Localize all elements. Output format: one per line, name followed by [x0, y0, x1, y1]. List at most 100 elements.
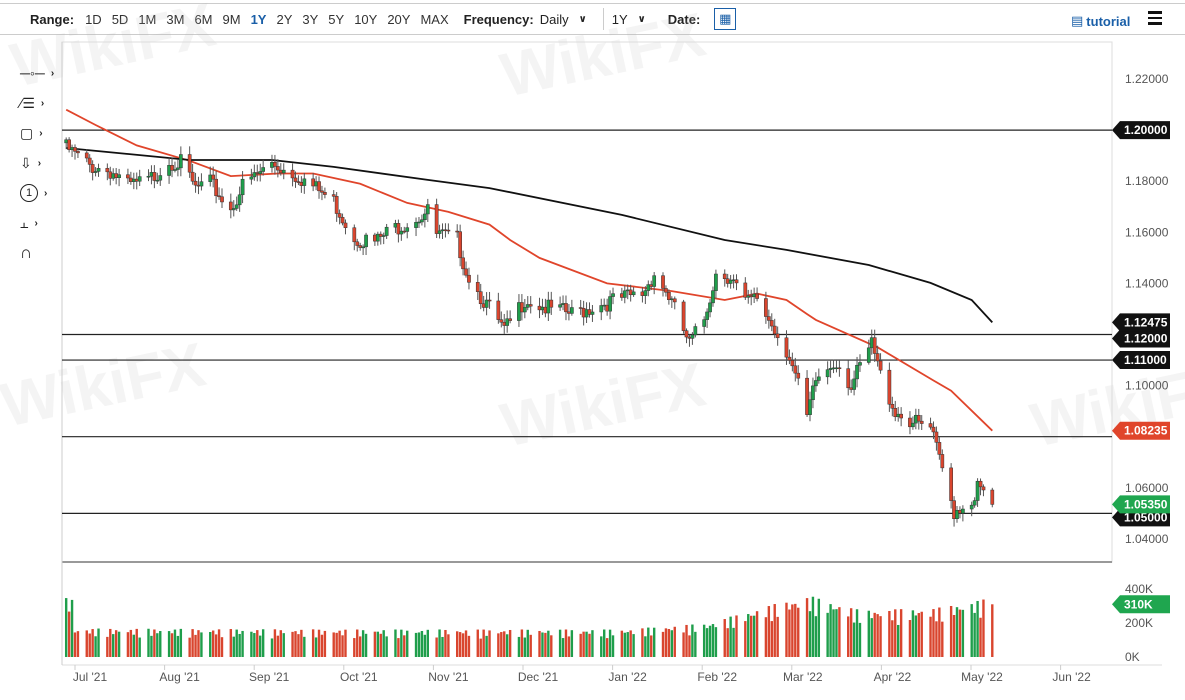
- candle-body: [276, 166, 280, 171]
- candle-body: [352, 227, 357, 243]
- frequency-value: Daily: [539, 11, 569, 27]
- volume-bar: [156, 633, 159, 657]
- candle-body: [702, 319, 707, 327]
- x-tick-label: Jun '22: [1052, 670, 1091, 684]
- range-6m[interactable]: 6M: [194, 11, 213, 27]
- candle-body: [240, 178, 245, 196]
- candle-body: [320, 190, 324, 193]
- candle-body: [87, 157, 92, 165]
- volume-bar: [211, 630, 215, 657]
- range-5y[interactable]: 5Y: [328, 11, 345, 27]
- candle-body: [808, 399, 812, 415]
- volume-bar: [423, 634, 427, 657]
- candle-body: [893, 408, 898, 418]
- volume-bar: [188, 637, 191, 657]
- candle-body: [564, 303, 568, 313]
- volume-bar: [464, 630, 468, 657]
- range-3y[interactable]: 3Y: [302, 11, 319, 27]
- range-2y[interactable]: 2Y: [276, 11, 293, 27]
- volume-bar: [361, 630, 365, 657]
- range-1m[interactable]: 1M: [138, 11, 157, 27]
- candle-body: [152, 172, 157, 181]
- tutorial-link[interactable]: ▤ tutorial: [1071, 13, 1130, 29]
- volume-bar: [979, 617, 982, 657]
- period-select[interactable]: 1Y ∨: [612, 12, 646, 27]
- volume-bar: [320, 634, 324, 657]
- range-10y[interactable]: 10Y: [354, 11, 378, 27]
- frequency-label: Frequency:: [463, 11, 534, 27]
- volume-bar: [191, 629, 194, 657]
- rectangle-tool[interactable]: ▢ ›: [20, 118, 60, 148]
- candle-body: [90, 164, 95, 173]
- candle-body: [911, 422, 915, 428]
- level-tag-bg: [1112, 329, 1170, 348]
- x-tick-label: Jan '22: [608, 670, 647, 684]
- volume-bar: [394, 629, 397, 657]
- candle-body: [766, 316, 771, 321]
- range-buttons: 1D 5D 1M 3M 6M 9M 1Y 2Y 3Y 5Y 10Y 20Y MAX: [80, 12, 454, 27]
- measure-tool[interactable]: ⫠ ›: [20, 208, 60, 238]
- volume-bar: [588, 633, 591, 657]
- volume-bar: [176, 635, 180, 657]
- volume-bar: [85, 630, 88, 657]
- range-max[interactable]: MAX: [420, 11, 449, 27]
- magnet-icon: ∩: [20, 243, 33, 262]
- range-3m[interactable]: 3M: [166, 11, 185, 27]
- volume-bar: [400, 629, 403, 657]
- ma-slow-line: [66, 147, 993, 324]
- film-icon: ▤: [1071, 13, 1084, 28]
- volume-bar: [673, 626, 676, 657]
- volume-bar: [567, 636, 571, 657]
- volume-bar: [500, 632, 503, 657]
- volume-bar: [814, 616, 818, 657]
- volume-bar: [873, 612, 876, 657]
- chevron-right-icon: ›: [44, 187, 48, 199]
- calendar-icon[interactable]: ▦: [714, 8, 737, 30]
- volume-bar: [973, 612, 976, 657]
- range-5d[interactable]: 5D: [111, 11, 129, 27]
- range-9m[interactable]: 9M: [222, 11, 241, 27]
- level-tag: 1.05000: [1124, 510, 1168, 524]
- volume-bar: [991, 604, 994, 657]
- volume-bar: [726, 628, 729, 657]
- candle-body: [396, 223, 401, 235]
- volume-bar: [382, 630, 385, 657]
- fib-tool[interactable]: ∕☰ ›: [20, 88, 60, 118]
- hamburger-menu-icon[interactable]: [1148, 11, 1162, 28]
- volume-bar: [550, 635, 553, 657]
- candle-body: [811, 385, 815, 401]
- volume-bar: [458, 632, 462, 657]
- volume-bar: [797, 607, 800, 657]
- candle-body: [690, 334, 695, 339]
- range-20y[interactable]: 20Y: [387, 11, 411, 27]
- range-1y[interactable]: 1Y: [250, 11, 267, 27]
- frequency-select[interactable]: Daily ∨: [540, 12, 587, 27]
- volume-bar: [808, 611, 812, 657]
- candle-body: [558, 304, 562, 308]
- volume-bar: [541, 632, 544, 657]
- volume-bar: [406, 630, 409, 657]
- x-tick-label: Apr '22: [874, 670, 912, 684]
- y-tick-label: 1.04000: [1125, 532, 1169, 546]
- volume-tick-label: 200K: [1125, 616, 1153, 630]
- candle-body: [667, 291, 671, 300]
- volume-bar: [397, 638, 400, 657]
- candle-body: [952, 500, 956, 519]
- magnet-tool[interactable]: ∩: [20, 238, 60, 268]
- volume-bar: [644, 636, 647, 657]
- volume-bar: [938, 607, 941, 657]
- volume-bar: [732, 627, 735, 657]
- volume-bar: [485, 635, 488, 657]
- volume-bar: [456, 631, 459, 657]
- annotation-tool[interactable]: 1 ›: [20, 178, 60, 208]
- volume-bar: [888, 610, 891, 657]
- candle-body: [290, 169, 295, 179]
- range-1d[interactable]: 1D: [85, 11, 102, 27]
- volume-bar: [667, 629, 671, 657]
- arrow-tool[interactable]: ⇩ ›: [20, 148, 60, 178]
- volume-bar: [179, 628, 183, 657]
- line-tool[interactable]: ─◦─ ›: [20, 58, 60, 88]
- volume-bar: [153, 629, 156, 657]
- volume-bar: [908, 620, 912, 657]
